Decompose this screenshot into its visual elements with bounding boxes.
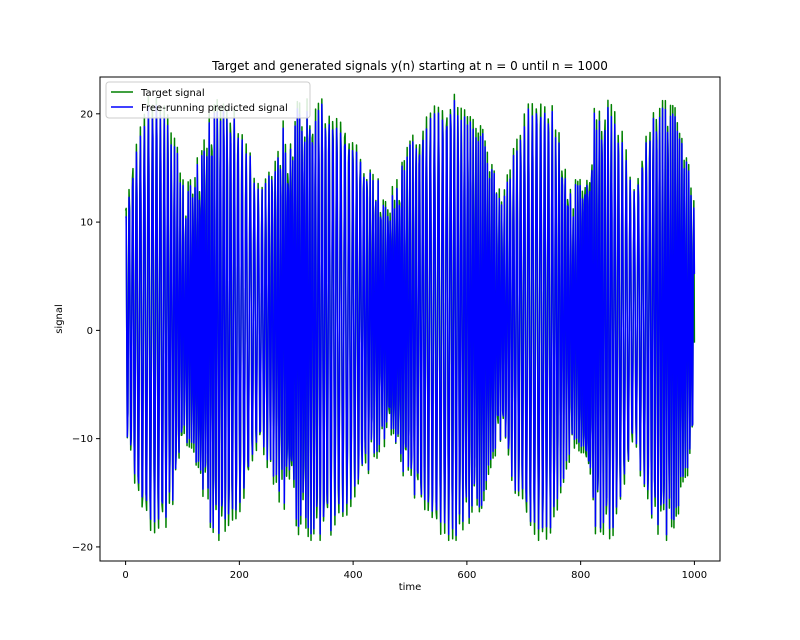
series-line-predicted	[125, 99, 696, 537]
y-tick-label: 20	[80, 109, 93, 120]
x-tick-label: 1000	[682, 570, 707, 581]
plot-frame	[99, 76, 721, 562]
x-tick-label: 0	[122, 570, 128, 581]
legend-label-predicted: Free-running predicted signal	[141, 103, 288, 114]
x-tick-label: 600	[457, 570, 476, 581]
y-tick-label: −10	[72, 434, 93, 445]
legend-box	[105, 81, 311, 119]
plot-area	[124, 93, 696, 542]
y-axis-label: signal	[54, 304, 65, 334]
x-axis-label: time	[399, 582, 422, 593]
chart-title: Target and generated signals y(n) starti…	[211, 59, 608, 73]
x-tick-label: 800	[571, 570, 590, 581]
y-tick-label: 10	[80, 218, 93, 229]
series-layer	[124, 93, 696, 542]
legend: Target signal Free-running predicted sig…	[105, 81, 311, 119]
x-axis: 0 200 400 600 800 1000	[122, 561, 707, 581]
x-tick-label: 200	[230, 570, 249, 581]
legend-label-target: Target signal	[140, 88, 205, 99]
x-tick-label: 400	[344, 570, 363, 581]
y-axis: −20 −10 0 10 20	[72, 109, 100, 553]
y-tick-label: −20	[72, 542, 93, 553]
y-tick-label: 0	[87, 326, 93, 337]
